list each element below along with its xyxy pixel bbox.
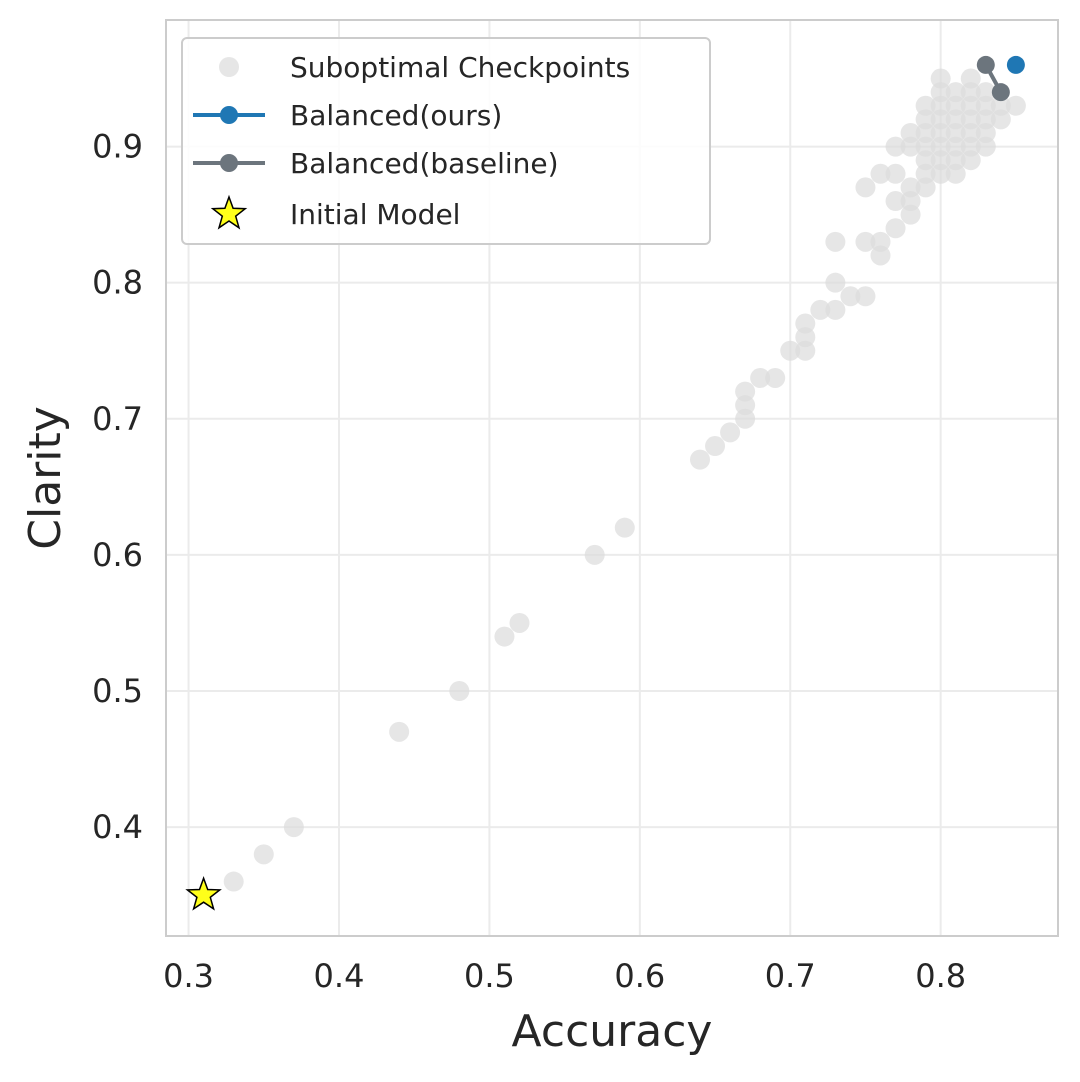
balanced-baseline-point (976, 55, 995, 74)
suboptimal-checkpoint-point (915, 95, 936, 116)
suboptimal-checkpoint-point (810, 299, 831, 320)
legend-label-baseline: Balanced(baseline) (290, 147, 559, 180)
suboptimal-checkpoint-point (750, 367, 771, 388)
y-tick-label: 0.5 (92, 672, 143, 710)
suboptimal-checkpoint-point (930, 68, 951, 89)
suboptimal-checkpoint-point (885, 191, 906, 212)
suboptimal-checkpoint-point (855, 286, 876, 307)
legend-baseline-marker (220, 154, 238, 172)
legend-label-ours: Balanced(ours) (290, 99, 502, 132)
legend-ours-marker (220, 106, 238, 124)
suboptimal-checkpoint-point (795, 313, 816, 334)
tick-labels: 0.3 0.4 0.5 0.6 0.7 0.8 0.4 0.5 0.6 0.7 0.8 0.9 (92, 128, 966, 995)
suboptimal-checkpoint-point (900, 122, 921, 143)
legend-suboptimal-marker (219, 57, 239, 77)
y-tick-label: 0.4 (92, 808, 143, 846)
y-axis-label: Clarity (20, 406, 71, 550)
suboptimal-checkpoint-point (584, 544, 605, 565)
suboptimal-checkpoint-point (945, 82, 966, 103)
plot-frame (165, 19, 1059, 937)
suboptimal-checkpoint-point (389, 721, 410, 742)
suboptimal-checkpoint-point (449, 681, 470, 702)
suboptimal-checkpoint-point (870, 231, 891, 252)
legend-box (181, 37, 711, 245)
suboptimal-checkpoint-point (1005, 95, 1026, 116)
suboptimal-checkpoint-point (735, 381, 756, 402)
suboptimal-checkpoint-point (614, 517, 635, 538)
balanced-baseline-point (991, 83, 1010, 102)
suboptimal-checkpoint-point (960, 68, 981, 89)
suboptimal-checkpoint-point (885, 136, 906, 157)
y-tick-label: 0.8 (92, 264, 143, 302)
x-tick-label: 0.3 (163, 957, 214, 995)
suboptimal-checkpoint-point (990, 95, 1011, 116)
suboptimal-checkpoint-point (720, 422, 741, 443)
suboptimal-checkpoint-point (283, 817, 304, 838)
balanced-ours-point (1006, 55, 1025, 74)
y-tick-label: 0.7 (92, 400, 143, 438)
legend-label-initial: Initial Model (290, 198, 460, 231)
suboptimal-checkpoint-point (825, 231, 846, 252)
suboptimal-checkpoint-point (689, 449, 710, 470)
suboptimal-checkpoint-point (900, 177, 921, 198)
legend: Suboptimal Checkpoints Balanced(ours) Ba… (181, 37, 711, 245)
suboptimal-checkpoint-point (780, 340, 801, 361)
suboptimal-checkpoint-point (705, 436, 726, 457)
data-layer (185, 55, 1026, 911)
suboptimal-checkpoint-point (840, 286, 861, 307)
x-tick-label: 0.6 (614, 957, 665, 995)
x-tick-label: 0.8 (915, 957, 966, 995)
suboptimal-checkpoint-point (825, 299, 846, 320)
suboptimal-checkpoint-point (494, 626, 515, 647)
suboptimal-checkpoint-point (825, 272, 846, 293)
x-axis-label: Accuracy (512, 1006, 713, 1057)
suboptimal-checkpoint-point (253, 844, 274, 865)
y-tick-label: 0.6 (92, 536, 143, 574)
y-tick-label: 0.9 (92, 128, 143, 166)
suboptimal-checkpoint-point (509, 612, 530, 633)
legend-label-suboptimal: Suboptimal Checkpoints (290, 51, 630, 84)
suboptimal-checkpoint-point (975, 82, 996, 103)
suboptimal-checkpoint-point (765, 367, 786, 388)
suboptimal-checkpoint-point (885, 163, 906, 184)
initial-model-star (185, 876, 222, 911)
suboptimal-checkpoint-point (870, 163, 891, 184)
suboptimal-checkpoint-point (855, 231, 876, 252)
suboptimal-checkpoint-point (885, 218, 906, 239)
suboptimal-checkpoint-point (855, 177, 876, 198)
x-tick-label: 0.7 (765, 957, 816, 995)
x-tick-label: 0.5 (464, 957, 515, 995)
suboptimal-checkpoint-point (223, 871, 244, 892)
x-tick-label: 0.4 (314, 957, 365, 995)
legend-initial-star-icon (210, 194, 248, 230)
